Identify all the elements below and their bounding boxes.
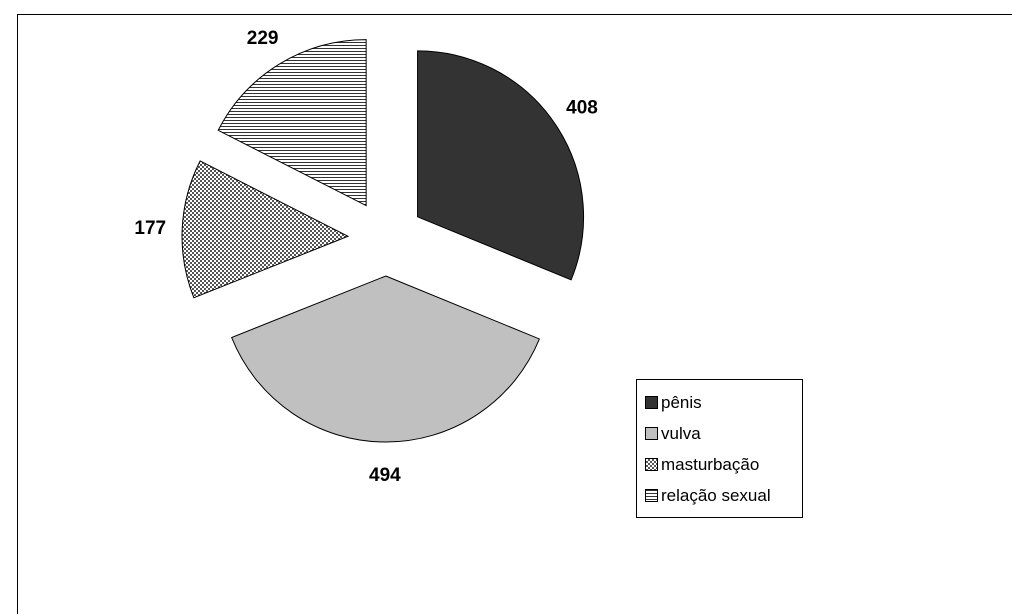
data-label-relacao-sexual: 229	[247, 28, 279, 49]
legend-item-relacao-sexual: relação sexual	[645, 480, 802, 511]
legend-item-masturbacao: masturbação	[645, 449, 802, 480]
legend-swatch-relacao-sexual	[645, 489, 658, 502]
labels-layer: 408 494 177 229	[134, 28, 597, 486]
data-label-masturbacao: 177	[134, 218, 166, 239]
legend-label-vulva: vulva	[661, 423, 701, 443]
data-label-vulva: 494	[369, 465, 401, 486]
pie-slice-masturbacao	[181, 160, 350, 299]
legend-label-penis: pênis	[661, 392, 702, 412]
data-label-penis: 408	[566, 98, 598, 119]
pie-slice-vulva	[230, 275, 541, 443]
pie-slice-relacao-sexual	[217, 39, 367, 207]
legend-label-masturbacao: masturbação	[661, 454, 760, 474]
legend-swatch-vulva	[645, 427, 658, 440]
legend-label-relacao-sexual: relação sexual	[661, 485, 771, 505]
legend: pênis vulva masturbação relação sexual	[636, 379, 803, 518]
legend-swatch-masturbacao	[645, 458, 658, 471]
slices-layer	[181, 39, 585, 443]
pie-slice-penis	[417, 50, 585, 281]
chart-frame	[17, 14, 1012, 614]
legend-item-penis: pênis	[645, 387, 802, 418]
legend-item-vulva: vulva	[645, 418, 802, 449]
legend-swatch-penis	[645, 396, 658, 409]
